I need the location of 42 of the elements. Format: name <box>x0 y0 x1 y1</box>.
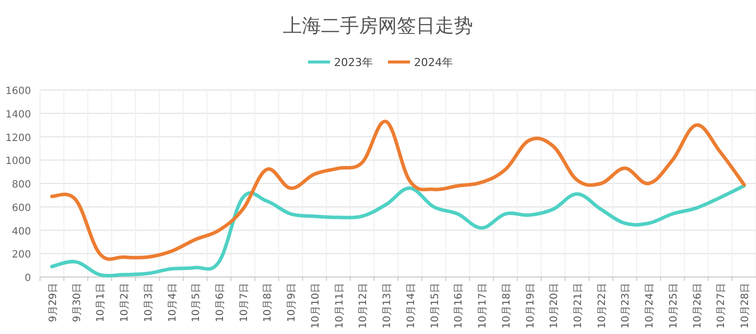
x-tick-label: 10月15日 <box>430 283 441 328</box>
x-tick-label: 10月19日 <box>525 283 536 328</box>
x-tick-label: 10月26日 <box>692 283 704 328</box>
y-tick-label: 400 <box>12 226 31 238</box>
x-tick-label: 10月1日 <box>96 283 107 322</box>
x-tick-label: 10月4日 <box>167 283 178 322</box>
x-tick-label: 10月25日 <box>668 283 680 328</box>
y-tick-label: 1600 <box>6 86 31 97</box>
y-tick-label: 1200 <box>6 132 31 144</box>
x-tick-label: 10月17日 <box>478 283 489 328</box>
x-tick-label: 10月12日 <box>358 283 370 328</box>
x-tick-label: 10月16日 <box>454 283 465 328</box>
x-tick-label: 10月20日 <box>549 283 560 328</box>
y-tick-label: 600 <box>12 202 31 214</box>
y-tick-label: 200 <box>12 250 31 261</box>
x-tick-label: 10月10日 <box>310 283 322 328</box>
y-tick-label: 1400 <box>6 109 31 120</box>
x-tick-label: 10月5日 <box>191 283 202 322</box>
x-tick-label: 10月23日 <box>620 283 632 328</box>
y-tick-label: 800 <box>12 180 31 190</box>
x-tick-label: 10月18日 <box>501 283 512 328</box>
x-tick-label: 10月3日 <box>143 283 154 322</box>
x-tick-label: 10月28日 <box>740 283 752 328</box>
x-tick-label: 10月9日 <box>286 283 298 322</box>
legend-label: 2023年 <box>334 56 373 69</box>
x-tick-label: 10月22日 <box>596 283 608 328</box>
x-tick-label: 9月30日 <box>72 283 83 322</box>
x-tick-label: 10月14日 <box>406 283 417 328</box>
x-tick-label: 10月27日 <box>716 283 728 328</box>
chart-title: 上海二手房网签日走势 <box>283 15 473 37</box>
legend-label: 2024年 <box>414 56 453 69</box>
x-tick-label: 10月24日 <box>644 283 656 328</box>
x-tick-label: 10月2日 <box>120 283 131 322</box>
x-tick-label: 10月13日 <box>382 283 394 328</box>
x-tick-label: 10月21日 <box>573 283 584 328</box>
x-tick-label: 9月29日 <box>48 283 59 322</box>
x-tick-label: 10月8日 <box>262 283 274 322</box>
x-tick-label: 10月7日 <box>238 283 250 322</box>
x-tick-label: 10月6日 <box>215 283 226 322</box>
x-tick-label: 10月11日 <box>334 283 346 328</box>
y-tick-label: 1000 <box>6 156 31 168</box>
y-tick-label: 0 <box>24 273 31 284</box>
